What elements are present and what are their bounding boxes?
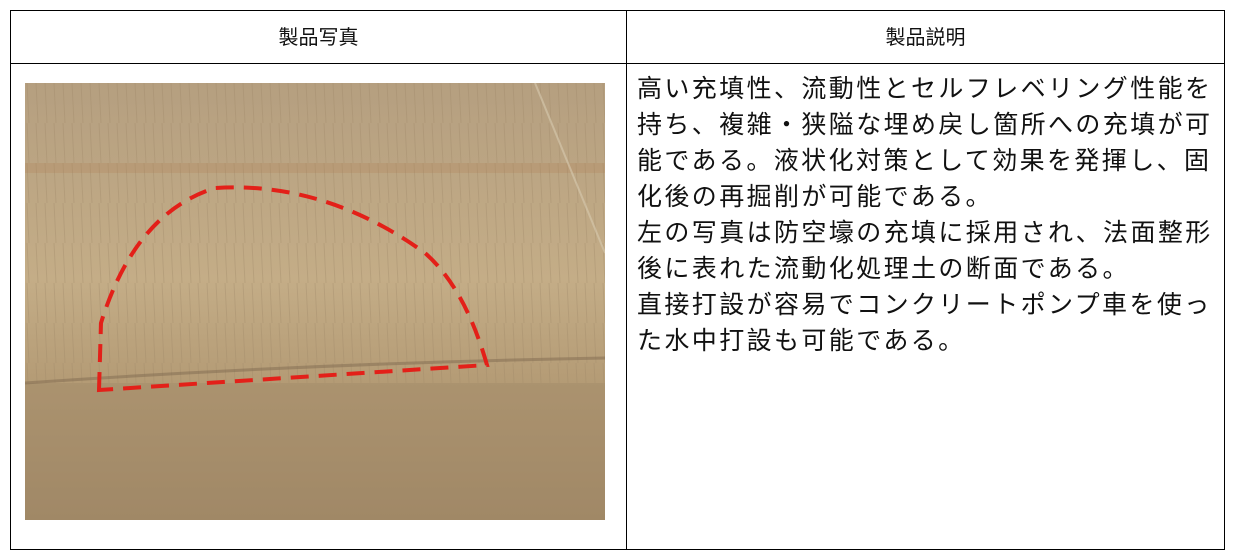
product-table: 製品写真 製品説明 高い充填性、流動性とセルフレベリング性能を 持ち、複雑・狭隘な… [10, 10, 1225, 550]
row-divider [11, 63, 1224, 64]
header-cell: 製品写真 [278, 25, 359, 49]
description-line: 高い充填性、流動性とセルフレベリング性能を [637, 74, 1213, 103]
description-line: 能である。液状化対策として効果を発揮し、固 [637, 146, 1212, 175]
product-photo [25, 83, 605, 520]
description-line: 左の写真は防空壕の充填に採用され、法面整形 [637, 218, 1213, 247]
description: 高い充填性、流動性とセルフレベリング性能を 持ち、複雑・狭隘な埋め戻し箇所への充填… [637, 71, 1213, 359]
header-cell: 製品説明 [885, 25, 966, 49]
description-line: 化後の再掘削が可能である。 [637, 182, 993, 211]
description-line: 直接打設が容易でコンクリートポンプ車を使っ [637, 290, 1212, 319]
description-line: た水中打設も可能である。 [637, 326, 966, 355]
column-divider [626, 11, 627, 549]
description-line: 持ち、複雑・狭隘な埋め戻し箇所への充填が可 [637, 110, 1213, 139]
page: 製品写真 製品説明 高い充填性、流動性とセルフレベリング性能を 持ち、複雑・狭隘な… [10, 10, 1225, 550]
description-line: 後に表れた流動化処理土の断面である。 [637, 254, 1130, 283]
